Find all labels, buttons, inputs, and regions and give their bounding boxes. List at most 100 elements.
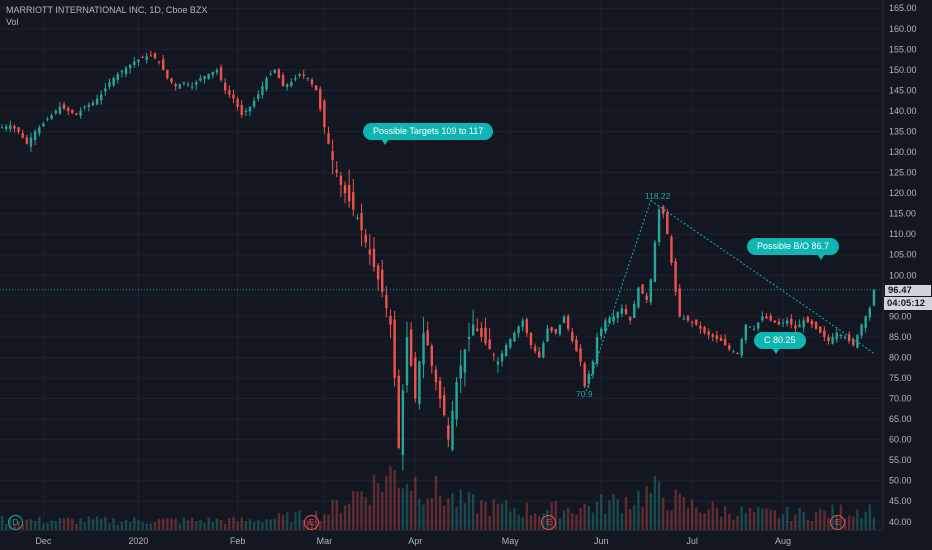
- volume-bar: [447, 498, 450, 530]
- earnings-marker-icon[interactable]: E: [541, 515, 556, 530]
- candle-body: [723, 339, 727, 346]
- candle-body: [327, 133, 330, 144]
- time-axis[interactable]: Dec 2020 Feb Mar Apr May Jun Jul Aug: [35, 536, 791, 546]
- candle-body: [819, 326, 822, 333]
- volume-bar: [219, 520, 223, 530]
- time-tick-label: Feb: [230, 536, 246, 546]
- candle-body: [521, 320, 524, 327]
- volume-bar: [422, 504, 425, 530]
- volume-bar: [653, 475, 657, 530]
- candle-body: [744, 324, 748, 341]
- candle-body: [319, 88, 322, 109]
- volume-bar: [232, 516, 235, 530]
- volume-bar: [298, 510, 301, 530]
- price-tick-label: 100.00: [889, 270, 917, 280]
- candle-body: [533, 346, 537, 352]
- volume-bar: [294, 512, 297, 530]
- earnings-marker-icon[interactable]: E: [830, 515, 845, 530]
- breakout-callout[interactable]: Possible B/O 86.7: [747, 238, 840, 260]
- candle-body: [434, 369, 438, 383]
- candle-body: [17, 127, 20, 132]
- candle-body: [223, 82, 227, 91]
- volume-bar: [517, 514, 520, 530]
- symbol-title[interactable]: MARRIOTT INTERNATIONAL INC, 1D, Cboe BZX: [6, 5, 208, 15]
- targets-callout[interactable]: Possible Targets 109 to 117: [363, 123, 494, 145]
- volume-bar: [699, 512, 702, 530]
- candle-body: [190, 86, 194, 88]
- candle-body: [509, 338, 512, 348]
- volume-bar: [236, 521, 239, 530]
- volume-bar: [504, 500, 508, 530]
- candle-body: [418, 361, 421, 404]
- volume-bar: [58, 517, 62, 530]
- volume-bar: [513, 508, 516, 530]
- candle-body: [281, 75, 285, 87]
- volume-bar: [451, 493, 454, 530]
- dividend-marker-icon[interactable]: D: [8, 515, 23, 530]
- candle-body: [426, 330, 429, 346]
- candle-body: [310, 79, 314, 85]
- volume-bar: [190, 517, 194, 530]
- candle-body: [195, 82, 198, 85]
- volume-bar: [591, 512, 595, 530]
- candle-body: [124, 67, 128, 75]
- price-tick-label: 70.00: [889, 394, 912, 404]
- volume-bar: [46, 523, 49, 530]
- candle-body: [517, 326, 520, 334]
- volume-label[interactable]: Vol: [6, 17, 19, 27]
- candle-body: [595, 336, 599, 364]
- candle-body: [356, 217, 359, 219]
- candle-body: [513, 332, 516, 342]
- volume-bar: [649, 493, 653, 530]
- candle-body: [616, 312, 619, 319]
- price-axis[interactable]: 165.00 160.00 155.00 150.00 145.00 140.00 135.…: [889, 3, 917, 527]
- candle-body: [21, 133, 24, 138]
- candle-body: [823, 330, 826, 337]
- volume-bar: [393, 470, 396, 530]
- volume-bar: [290, 522, 293, 530]
- candle-body: [699, 325, 702, 329]
- candle-body: [674, 261, 677, 292]
- volume-bar: [674, 489, 677, 530]
- candle-body: [401, 390, 405, 456]
- volume-bar: [587, 505, 591, 530]
- candle-body: [525, 319, 529, 333]
- candle-body: [364, 234, 367, 243]
- candle-body: [695, 319, 698, 325]
- support-callout[interactable]: C 80.25: [754, 332, 806, 354]
- trend-line[interactable]: [584, 200, 652, 395]
- volume-bar: [207, 517, 210, 530]
- volume-bar: [426, 498, 429, 530]
- volume-bar: [715, 507, 719, 530]
- volume-bar: [352, 491, 355, 530]
- volume-bar: [529, 515, 533, 530]
- candle-body: [120, 70, 124, 73]
- candle-body: [690, 322, 694, 324]
- candle-body: [769, 315, 772, 321]
- volume-bar: [641, 507, 644, 530]
- volume-bar: [273, 518, 276, 530]
- candle-body: [141, 56, 144, 58]
- candle-body: [306, 78, 310, 80]
- volume-bar: [583, 503, 586, 530]
- candle-body: [467, 336, 471, 340]
- earnings-marker-icon[interactable]: E: [304, 515, 319, 530]
- volume-bar: [438, 495, 442, 530]
- volume-bar: [50, 520, 53, 530]
- candle-body: [476, 328, 479, 331]
- volume-bar: [215, 518, 219, 530]
- candle-body: [484, 327, 487, 344]
- time-tick-label: Dec: [35, 536, 52, 546]
- candle-body: [542, 343, 545, 358]
- price-tick-label: 40.00: [889, 517, 912, 527]
- candle-body: [554, 329, 557, 333]
- candle-body: [285, 84, 289, 88]
- candle-body: [95, 98, 99, 105]
- candle-body: [166, 69, 169, 79]
- price-tick-label: 155.00: [889, 44, 917, 54]
- candle-body: [463, 349, 467, 373]
- volume-bar: [25, 519, 29, 530]
- candle-body: [257, 94, 260, 100]
- trend-line[interactable]: [650, 200, 875, 354]
